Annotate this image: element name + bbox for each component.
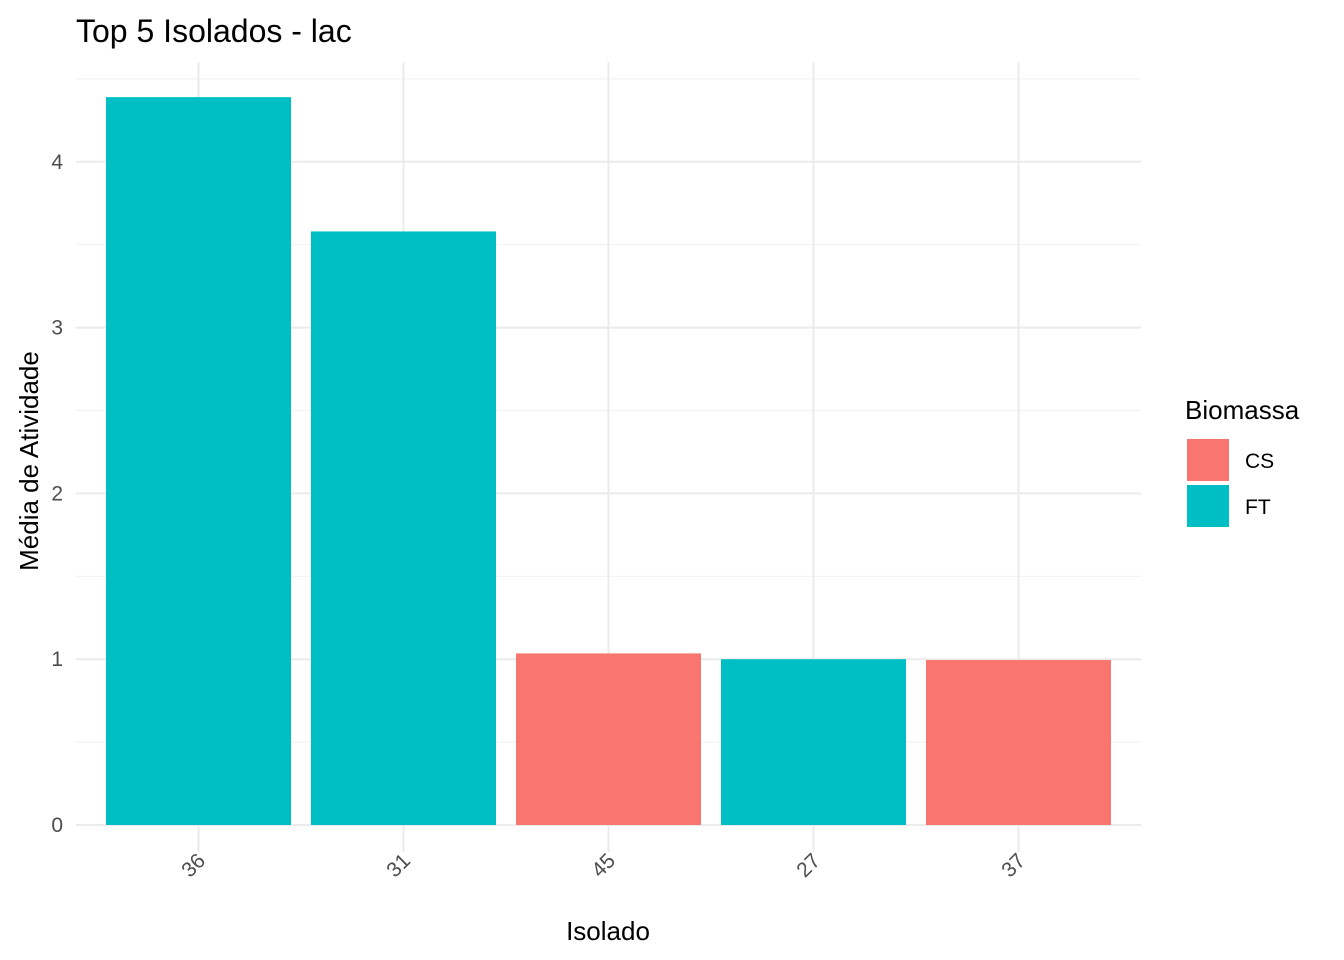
x-tick-label: 31 xyxy=(382,849,415,882)
legend-key-cs xyxy=(1187,439,1229,481)
y-tick-label: 1 xyxy=(51,648,63,671)
x-tick-label: 36 xyxy=(177,849,210,882)
bars xyxy=(106,97,1111,825)
x-tick-label: 45 xyxy=(587,849,620,882)
bar-31 xyxy=(311,231,496,825)
x-tick-label: 27 xyxy=(792,849,825,882)
chart-title: Top 5 Isolados - lac xyxy=(76,13,352,49)
bar-37 xyxy=(926,660,1111,825)
y-tick-label: 2 xyxy=(51,482,63,505)
bar-45 xyxy=(516,653,701,825)
bar-36 xyxy=(106,97,291,825)
bar-27 xyxy=(721,659,906,825)
legend-label: FT xyxy=(1245,496,1271,519)
y-tick-label: 3 xyxy=(51,317,63,340)
legend: Biomassa CS FT xyxy=(1185,395,1300,527)
legend-title: Biomassa xyxy=(1185,395,1300,425)
y-tick-label: 0 xyxy=(51,814,63,837)
y-axis-title: Média de Atividade xyxy=(14,351,44,571)
legend-key-ft xyxy=(1187,485,1229,527)
x-axis-title: Isolado xyxy=(566,916,650,946)
legend-label: CS xyxy=(1245,450,1274,473)
y-axis-ticks: 0 1 2 3 4 xyxy=(51,151,63,837)
x-axis-ticks: 36 31 45 27 37 xyxy=(177,849,1030,882)
y-tick-label: 4 xyxy=(51,151,63,174)
x-tick-label: 37 xyxy=(997,849,1030,882)
